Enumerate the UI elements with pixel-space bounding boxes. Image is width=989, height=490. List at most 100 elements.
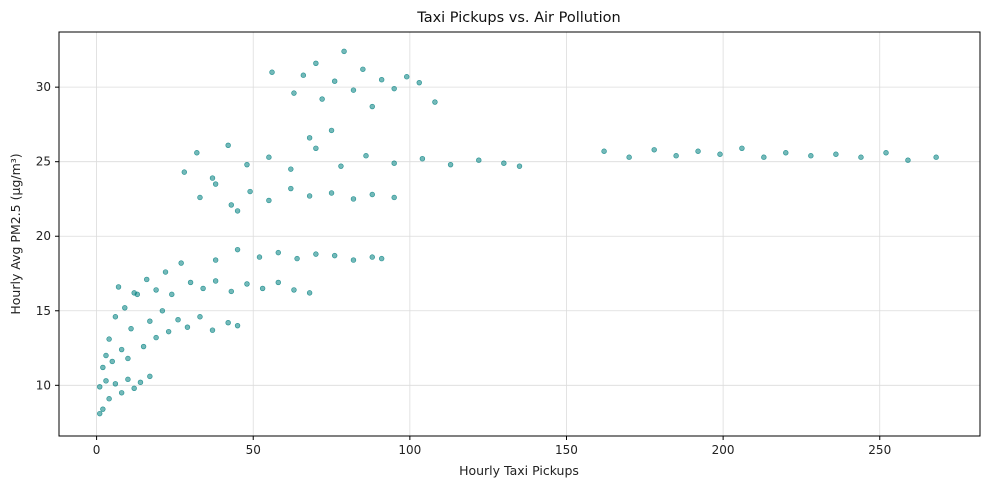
plot-frame xyxy=(58,31,981,437)
scatter-points xyxy=(97,48,939,417)
scatter-point xyxy=(341,48,347,55)
scatter-point xyxy=(350,87,357,93)
scatter-point xyxy=(112,381,119,387)
scatter-point xyxy=(147,318,153,324)
scatter-point xyxy=(447,161,454,168)
scatter-point xyxy=(266,154,272,160)
scatter-point xyxy=(338,163,344,169)
scatter-point xyxy=(109,358,115,365)
scatter-point xyxy=(131,385,137,391)
scatter-point xyxy=(147,373,153,380)
scatter-point xyxy=(313,60,319,67)
scatter-point xyxy=(144,276,150,283)
scatter-point xyxy=(331,252,338,259)
scatter-point xyxy=(933,154,939,160)
scatter-point xyxy=(739,145,745,151)
scatter-point xyxy=(234,246,241,253)
grid xyxy=(59,32,980,436)
scatter-point xyxy=(112,314,119,320)
scatter-point xyxy=(350,257,357,263)
scatter-point xyxy=(369,103,375,110)
scatter-point xyxy=(125,376,131,383)
scatter-point xyxy=(783,150,789,156)
scatter-point xyxy=(363,153,369,159)
scatter-point xyxy=(350,196,357,202)
scatter-point xyxy=(169,291,175,298)
scatter-point xyxy=(118,390,125,396)
scatter-point xyxy=(100,406,106,412)
scatter-point xyxy=(225,142,231,148)
scatter-point xyxy=(404,74,410,80)
scatter-point xyxy=(328,190,335,196)
scatter-point xyxy=(103,352,109,359)
scatter-point xyxy=(159,308,166,314)
scatter-point xyxy=(294,255,300,262)
scatter-point xyxy=(197,314,203,320)
scatter-point xyxy=(165,328,172,335)
scatter-point xyxy=(288,166,294,172)
scatter-point xyxy=(131,290,137,296)
scatter-point xyxy=(153,287,159,293)
scatter-point xyxy=(118,346,125,353)
y-tick-label: 30 xyxy=(36,80,51,94)
scatter-point xyxy=(209,175,216,181)
scatter-point xyxy=(360,66,366,72)
scatter-point xyxy=(313,145,319,151)
scatter-point xyxy=(122,305,128,311)
scatter-point xyxy=(106,336,112,342)
scatter-point xyxy=(306,290,313,296)
scatter-point xyxy=(391,85,397,92)
scatter-point xyxy=(306,135,313,141)
scatter-point xyxy=(128,325,134,332)
scatter-point xyxy=(673,153,679,159)
scatter-point xyxy=(140,343,147,350)
y-tick-label: 10 xyxy=(36,378,51,392)
scatter-point xyxy=(291,287,297,293)
scatter-point xyxy=(378,77,385,83)
scatter-point xyxy=(313,251,319,257)
scatter-point xyxy=(115,284,122,290)
scatter-point xyxy=(331,78,338,84)
scatter-point xyxy=(153,334,159,341)
scatter-point xyxy=(883,150,889,156)
scatter-point xyxy=(97,410,103,417)
scatter-point xyxy=(244,161,250,168)
scatter-point xyxy=(162,269,169,275)
scatter-point xyxy=(178,260,184,266)
scatter-point xyxy=(228,202,234,208)
scatter-point xyxy=(288,185,294,192)
scatter-point xyxy=(125,355,131,362)
scatter-point xyxy=(695,148,701,154)
scatter-point xyxy=(306,193,313,199)
scatter-point xyxy=(501,160,507,166)
x-axis-label: Hourly Taxi Pickups xyxy=(459,463,579,478)
scatter-point xyxy=(234,208,241,214)
y-tick-label: 20 xyxy=(36,229,51,243)
scatter-point xyxy=(808,153,814,159)
scatter-point xyxy=(416,79,422,86)
scatter-point xyxy=(137,379,144,386)
scatter-point xyxy=(275,279,281,286)
x-tick-label: 0 xyxy=(93,443,101,457)
scatter-point xyxy=(197,194,203,201)
scatter-point xyxy=(194,150,200,156)
scatter-point xyxy=(103,378,109,384)
scatter-point xyxy=(369,191,375,198)
scatter-point xyxy=(181,169,188,175)
scatter-point xyxy=(184,324,191,330)
x-tick-label: 200 xyxy=(712,443,735,457)
scatter-point xyxy=(717,151,723,157)
scatter-point xyxy=(100,364,106,371)
scatter-point xyxy=(209,327,216,333)
scatter-point xyxy=(212,257,219,263)
scatter-point xyxy=(175,317,181,323)
scatter-point xyxy=(391,160,397,166)
scatter-point xyxy=(369,254,375,260)
scatter-point xyxy=(275,249,281,256)
scatter-point xyxy=(300,72,307,78)
scatter-point xyxy=(234,322,241,329)
scatter-point xyxy=(905,157,911,163)
scatter-point xyxy=(225,320,231,326)
y-tick-label: 25 xyxy=(36,155,51,169)
